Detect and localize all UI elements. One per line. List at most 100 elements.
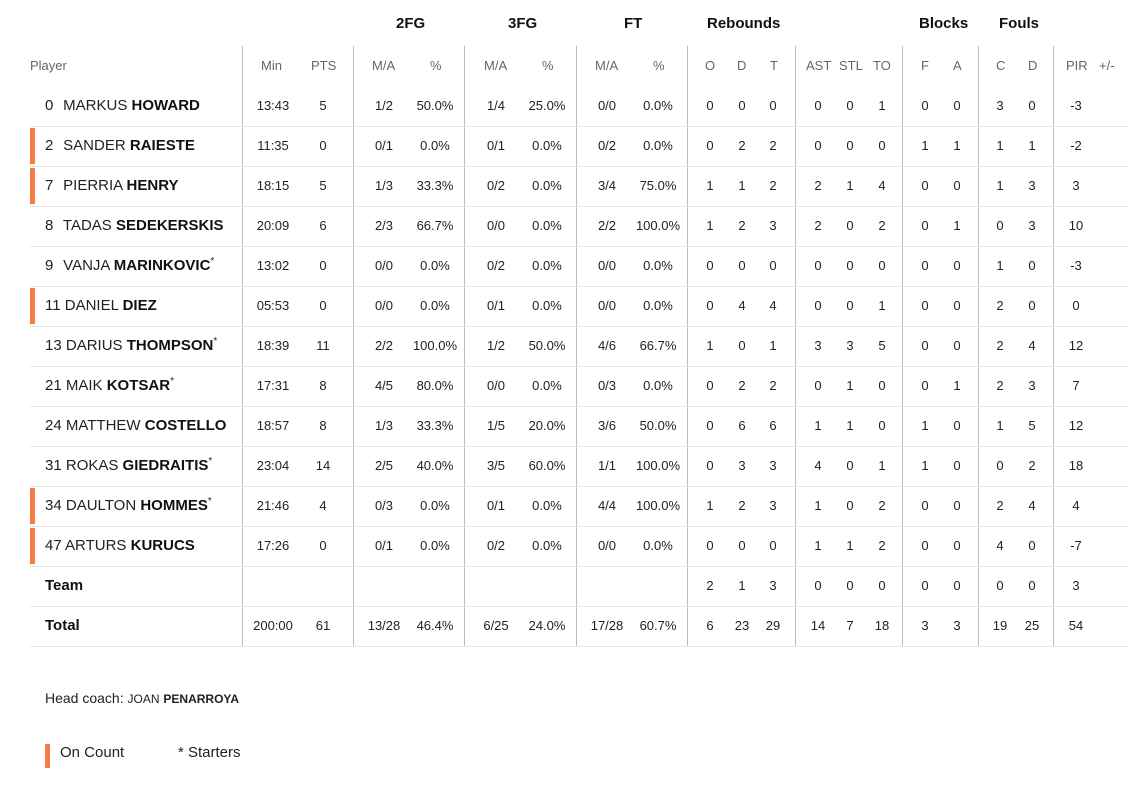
group-3fg: 3FG: [508, 15, 538, 32]
player-name[interactable]: 47 ARTURS KURUCS: [45, 526, 195, 566]
player-last-name: MARINKOVIC: [113, 257, 211, 274]
player-name[interactable]: 24 MATTHEW COSTELLO: [45, 406, 226, 446]
stat-fg2-ma: 2/3: [374, 218, 394, 233]
stat-ft-ma: 0/0: [597, 258, 617, 273]
stat-pir: -2: [1070, 138, 1082, 153]
header-blk-a[interactable]: A: [953, 58, 962, 73]
stat-ast: 1: [814, 498, 822, 513]
player-name[interactable]: 8 TADAS SEDEKERSKIS: [45, 206, 224, 246]
header-foul-c[interactable]: C: [996, 58, 1006, 73]
player-name[interactable]: 21 MAIK KOTSAR*: [45, 366, 174, 406]
stat-fg3-pct: 0.0%: [532, 258, 562, 273]
header-fg2-ma[interactable]: M/A: [372, 58, 396, 73]
stat-foul-d: 0: [1028, 258, 1036, 273]
player-name[interactable]: 31 ROKAS GIEDRAITIS*: [45, 446, 212, 486]
stat-ft-pct: 0.0%: [643, 538, 673, 553]
player-name[interactable]: 11 DANIEL DIEZ: [45, 286, 157, 326]
group-fouls: Fouls: [999, 15, 1039, 32]
stat-reb-t: 3: [769, 578, 777, 593]
player-name[interactable]: 7 PIERRIA HENRY: [45, 166, 178, 206]
stat-foul-d: 4: [1028, 498, 1036, 513]
stat-ft-pct: 0.0%: [643, 378, 673, 393]
stat-ft-ma: 0/2: [597, 138, 617, 153]
stat-reb-o: 0: [706, 538, 714, 553]
player-row[interactable]: 7 PIERRIA HENRY 18:15 5 1/3 33.3% 0/2 0.0% 3/4 7…: [30, 166, 1128, 207]
player-number: 8: [45, 217, 54, 234]
player-row[interactable]: 2 SANDER RAIESTE 11:35 0 0/1 0.0% 0/1 0.0% 0/2 0…: [30, 126, 1128, 167]
stat-foul-c: 0: [996, 458, 1004, 473]
header-fg3-ma[interactable]: M/A: [484, 58, 508, 73]
stat-fg2-ma: 1/3: [374, 418, 394, 433]
header-plus-minus[interactable]: +/-: [1099, 58, 1115, 73]
total-row: Total 200:00 61 13/28 46.4% 6/25 24.0% 17/28 60.…: [30, 606, 1128, 647]
header-reb-o[interactable]: O: [705, 58, 716, 73]
stat-reb-t: 3: [769, 498, 777, 513]
player-row[interactable]: 8 TADAS SEDEKERSKIS 20:09 6 2/3 66.7% 0/0 0.0%…: [30, 206, 1128, 247]
header-blk-f[interactable]: F: [921, 58, 929, 73]
stat-fg3-ma: 0/2: [486, 538, 506, 553]
player-row[interactable]: 0 MARKUS HOWARD 13:43 5 1/2 50.0% 1/4 25.0% 0/0…: [30, 86, 1128, 127]
header-ft-pct[interactable]: %: [653, 58, 665, 73]
stat-pir: -3: [1070, 98, 1082, 113]
header-reb-d[interactable]: D: [737, 58, 747, 73]
header-reb-t[interactable]: T: [770, 58, 778, 73]
player-row[interactable]: 9 VANJA MARINKOVIC* 13:02 0 0/0 0.0% 0/2 0.0% 0…: [30, 246, 1128, 287]
stat-fg2-pct: 33.3%: [416, 418, 454, 433]
stat-plus-minus: [1078, 486, 1136, 526]
stat-reb-o: 0: [706, 98, 714, 113]
player-name[interactable]: 0 MARKUS HOWARD: [45, 86, 200, 126]
stat-pir: 3: [1072, 578, 1080, 593]
stat-blk-a: 0: [953, 418, 961, 433]
stat-fg2-ma: 1/2: [374, 98, 394, 113]
divider: [795, 46, 796, 646]
header-ft-ma[interactable]: M/A: [595, 58, 619, 73]
stat-reb-d: 1: [738, 578, 746, 593]
stat-reb-t: 3: [769, 218, 777, 233]
player-row[interactable]: 31 ROKAS GIEDRAITIS* 23:04 14 2/5 40.0% 3/5 60…: [30, 446, 1128, 487]
stat-pts: 4: [319, 498, 327, 513]
player-name[interactable]: 9 VANJA MARINKOVIC*: [45, 246, 214, 286]
player-first-name: DARIUS: [65, 337, 123, 354]
stat-pir: 54: [1068, 618, 1084, 633]
stat-foul-c: 2: [996, 338, 1004, 353]
stat-fg3-ma: 3/5: [486, 458, 506, 473]
stat-stl: 1: [846, 178, 854, 193]
stat-fg2-ma: 4/5: [374, 378, 394, 393]
stat-plus-minus: [1078, 606, 1136, 646]
header-foul-d[interactable]: D: [1028, 58, 1038, 73]
stat-stl: 0: [846, 298, 854, 313]
header-stl[interactable]: STL: [839, 58, 863, 73]
header-min[interactable]: Min: [261, 58, 282, 73]
header-to[interactable]: TO: [873, 58, 891, 73]
player-row[interactable]: 34 DAULTON HOMMES* 21:46 4 0/3 0.0% 0/1 0.0% 4/…: [30, 486, 1128, 527]
player-row[interactable]: 13 DARIUS THOMPSON* 18:39 11 2/2 100.0% 1/2 50…: [30, 326, 1128, 367]
header-fg3-pct[interactable]: %: [542, 58, 554, 73]
stat-foul-c: 4: [996, 538, 1004, 553]
player-name[interactable]: 2 SANDER RAIESTE: [45, 126, 195, 166]
stat-min: 13:43: [256, 98, 290, 113]
player-name[interactable]: 13 DARIUS THOMPSON*: [45, 326, 217, 366]
header-fg2-pct[interactable]: %: [430, 58, 442, 73]
stat-foul-c: 2: [996, 498, 1004, 513]
player-name[interactable]: 34 DAULTON HOMMES*: [45, 486, 212, 526]
stat-ast: 0: [814, 378, 822, 393]
stat-reb-d: 2: [738, 218, 746, 233]
stat-reb-t: 2: [769, 178, 777, 193]
player-row[interactable]: 47 ARTURS KURUCS 17:26 0 0/1 0.0% 0/2 0.0% 0/0 0…: [30, 526, 1128, 567]
stat-to: 0: [878, 578, 886, 593]
stat-pts: 14: [315, 458, 331, 473]
stat-fg3-ma: 6/25: [483, 618, 509, 633]
header-pts[interactable]: PTS: [311, 58, 337, 73]
stat-to: 0: [878, 418, 886, 433]
header-pir[interactable]: PIR: [1066, 58, 1088, 73]
player-row[interactable]: 21 MAIK KOTSAR* 17:31 8 4/5 80.0% 0/0 0.0% 0/3 0…: [30, 366, 1128, 407]
stat-blk-a: 0: [953, 498, 961, 513]
on-court-legend-label: On Count: [60, 744, 125, 761]
stat-foul-d: 4: [1028, 338, 1036, 353]
stat-reb-t: 4: [769, 298, 777, 313]
stat-ft-ma: 3/4: [597, 178, 617, 193]
player-row[interactable]: 24 MATTHEW COSTELLO 18:57 8 1/3 33.3% 1/5 20.0…: [30, 406, 1128, 447]
player-row[interactable]: 11 DANIEL DIEZ 05:53 0 0/0 0.0% 0/1 0.0% 0/0 0.0…: [30, 286, 1128, 327]
stat-fg3-ma: 0/1: [486, 138, 506, 153]
header-ast[interactable]: AST: [806, 58, 832, 73]
